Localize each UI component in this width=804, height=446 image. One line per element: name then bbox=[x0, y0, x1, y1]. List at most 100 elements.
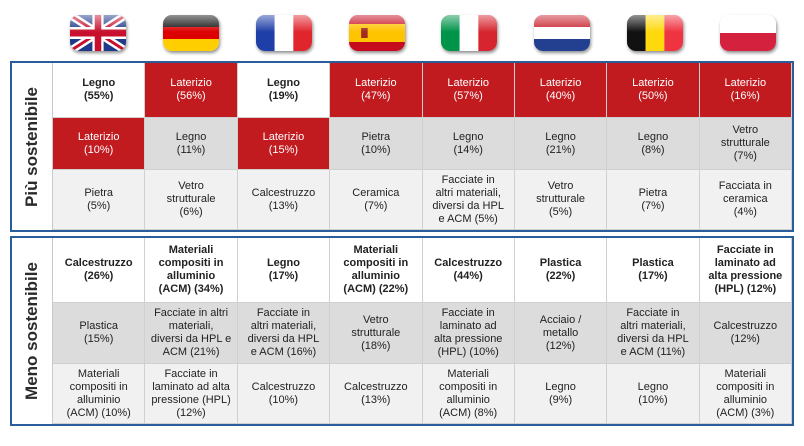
bottom-cell: Materiali compositi in alluminio (ACM) (… bbox=[145, 238, 238, 303]
top-cell: Laterizio (16%) bbox=[699, 63, 792, 118]
cell-text: Pietra (10%) bbox=[361, 130, 391, 156]
italy-flag-icon bbox=[441, 15, 498, 51]
cell-text: Calcestruzzo (13%) bbox=[344, 380, 408, 406]
cell-text: Plastica (15%) bbox=[79, 320, 118, 345]
cell-text: Ceramica (7%) bbox=[352, 186, 400, 212]
cell-text: Vetro strutturale (5%) bbox=[536, 180, 586, 218]
top-cell: Laterizio (47%) bbox=[330, 63, 423, 118]
spain-flag-icon bbox=[348, 15, 405, 51]
top-cell: Pietra (5%) bbox=[53, 170, 146, 230]
bottom-cell: Materiali compositi in alluminio (ACM) (… bbox=[330, 238, 423, 303]
france-flag-icon bbox=[255, 15, 312, 51]
bottom-cell: Materiali compositi in alluminio (ACM) (… bbox=[422, 364, 515, 424]
cell-text: Laterizio (50%) bbox=[632, 77, 674, 102]
bottom-cell: Calcestruzzo (26%) bbox=[53, 238, 146, 303]
top-cell: Facciata in ceramica (4%) bbox=[699, 170, 792, 230]
bottom-cell: Facciate in altri materiali, diversi da … bbox=[237, 303, 331, 364]
bottom-cell: Acciaio / metallo (12%) bbox=[514, 303, 608, 364]
top-cell: Legno (8%) bbox=[607, 118, 700, 170]
cell-text: Legno (11%) bbox=[175, 130, 207, 156]
cell-text: Calcestruzzo (10%) bbox=[251, 380, 316, 406]
more-sustainable-label: Più sostenibile bbox=[22, 86, 41, 207]
bottom-cell: Vetro strutturale (18%) bbox=[330, 303, 423, 364]
cell-text: Calcestruzzo (44%) bbox=[434, 257, 503, 282]
cell-text: Legno (9%) bbox=[545, 380, 576, 406]
cell-text: Materiali compositi in alluminio (ACM) (… bbox=[158, 244, 224, 295]
belgium-flag-icon bbox=[626, 15, 683, 51]
bottom-cell: Calcestruzzo (12%) bbox=[699, 303, 792, 364]
cell-text: Calcestruzzo (12%) bbox=[713, 320, 778, 345]
top-cell: Laterizio (10%) bbox=[53, 118, 146, 170]
bottom-cell: Legno (10%) bbox=[607, 364, 700, 424]
bottom-cell: Calcestruzzo (13%) bbox=[330, 364, 423, 424]
cell-text: Plastica (22%) bbox=[539, 257, 582, 282]
bottom-cell: Facciate in laminato ad alta pressione (… bbox=[145, 364, 238, 424]
top-cell: Legno (21%) bbox=[514, 118, 608, 170]
top-cell: Vetro strutturale (5%) bbox=[514, 170, 608, 230]
more-sustainable-grid: Legno (55%) Laterizio (56%) Legno (19%) Lat… bbox=[53, 63, 792, 230]
top-cell: Legno (11%) bbox=[145, 118, 238, 170]
bottom-cell: Calcestruzzo (10%) bbox=[237, 364, 331, 424]
top-cell: Legno (55%) bbox=[53, 63, 146, 118]
top-cell: Facciate in altri materiali, diversi da … bbox=[422, 170, 515, 230]
bottom-cell: Facciate in altri materiali, diversi da … bbox=[145, 303, 238, 364]
cell-text: Facciate in laminato ad alta pressione (… bbox=[151, 367, 231, 419]
cell-text: Legno (19%) bbox=[266, 77, 300, 102]
cell-text: Facciata in ceramica (4%) bbox=[718, 180, 772, 218]
cell-text: Laterizio (16%) bbox=[724, 77, 767, 102]
top-cell: Ceramica (7%) bbox=[330, 170, 423, 230]
top-cell: Laterizio (15%) bbox=[237, 118, 331, 170]
cell-text: Facciate in laminato ad alta pressione (… bbox=[433, 307, 503, 358]
cell-text: Legno (8%) bbox=[637, 130, 669, 156]
cell-text: Pietra (7%) bbox=[638, 186, 668, 212]
cell-text: Laterizio (40%) bbox=[539, 77, 582, 102]
cell-text: Vetro strutturale (18%) bbox=[351, 313, 401, 352]
cell-text: Legno (17%) bbox=[266, 257, 300, 282]
top-cell: Laterizio (50%) bbox=[607, 63, 700, 118]
bottom-cell: Plastica (17%) bbox=[607, 238, 700, 303]
top-cell: Legno (19%) bbox=[237, 63, 331, 118]
germany-flag-icon bbox=[163, 15, 220, 51]
cell-text: Pietra (5%) bbox=[84, 186, 114, 212]
cell-text: Facciate in altri materiali, diversi da … bbox=[617, 307, 689, 358]
top-cell: Laterizio (57%) bbox=[422, 63, 515, 118]
cell-text: Acciaio / metallo (12%) bbox=[539, 313, 582, 352]
bottom-cell: Facciate in laminato ad alta pressione (… bbox=[422, 303, 515, 364]
cell-text: Vetro strutturale (6%) bbox=[166, 180, 216, 218]
top-cell: Pietra (7%) bbox=[607, 170, 700, 230]
cell-text: Facciate in laminato ad alta pressione (… bbox=[708, 244, 783, 295]
cell-text: Laterizio (10%) bbox=[77, 130, 120, 156]
bottom-cell: Legno (9%) bbox=[514, 364, 608, 424]
cell-text: Materiali compositi in alluminio (ACM) (… bbox=[716, 367, 775, 419]
cell-text: Legno (14%) bbox=[452, 130, 484, 156]
less-sustainable-label: Meno sostenibile bbox=[22, 262, 41, 400]
cell-text: Materiali compositi in alluminio (ACM) (… bbox=[66, 367, 131, 419]
bottom-cell: Plastica (15%) bbox=[53, 303, 146, 364]
uk-flag-icon bbox=[70, 15, 127, 51]
less-sustainable-section: Meno sostenibile Calcestruzzo (26%) Mater… bbox=[10, 236, 794, 426]
cell-text: Legno (10%) bbox=[637, 380, 669, 406]
cell-text: Laterizio (57%) bbox=[447, 77, 489, 102]
bottom-cell: Plastica (22%) bbox=[514, 238, 608, 303]
bottom-cell: Facciate in altri materiali, diversi da … bbox=[607, 303, 700, 364]
top-cell: Vetro strutturale (6%) bbox=[145, 170, 238, 230]
cell-text: Laterizio (56%) bbox=[170, 77, 212, 102]
cell-text: Calcestruzzo (26%) bbox=[64, 257, 133, 282]
cell-text: Legno (21%) bbox=[545, 130, 576, 156]
cell-text: Legno (55%) bbox=[82, 77, 116, 102]
top-cell: Laterizio (56%) bbox=[145, 63, 238, 118]
netherlands-flag-icon bbox=[534, 15, 591, 51]
cell-text: Materiali compositi in alluminio (ACM) (… bbox=[439, 367, 498, 419]
cell-text: Facciate in altri materiali, diversi da … bbox=[150, 307, 232, 358]
cell-text: Laterizio (15%) bbox=[262, 130, 305, 156]
top-cell: Laterizio (40%) bbox=[514, 63, 608, 118]
poland-flag-icon bbox=[719, 15, 776, 51]
cell-text: Calcestruzzo (13%) bbox=[251, 186, 316, 212]
cell-text: Materiali compositi in alluminio (ACM) (… bbox=[343, 244, 409, 295]
flag-row bbox=[52, 8, 794, 58]
bottom-cell: Calcestruzzo (44%) bbox=[422, 238, 515, 303]
cell-text: Facciate in altri materiali, diversi da … bbox=[432, 173, 504, 225]
less-sustainable-label-cell: Meno sostenibile bbox=[12, 238, 53, 424]
cell-text: Laterizio (47%) bbox=[355, 77, 397, 102]
bottom-cell: Materiali compositi in alluminio (ACM) (… bbox=[53, 364, 146, 424]
